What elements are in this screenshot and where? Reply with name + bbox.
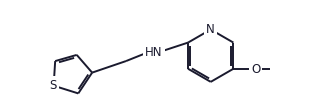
Text: S: S <box>49 79 56 92</box>
Text: O: O <box>251 63 260 76</box>
Text: HN: HN <box>145 46 163 59</box>
Text: N: N <box>206 23 215 36</box>
